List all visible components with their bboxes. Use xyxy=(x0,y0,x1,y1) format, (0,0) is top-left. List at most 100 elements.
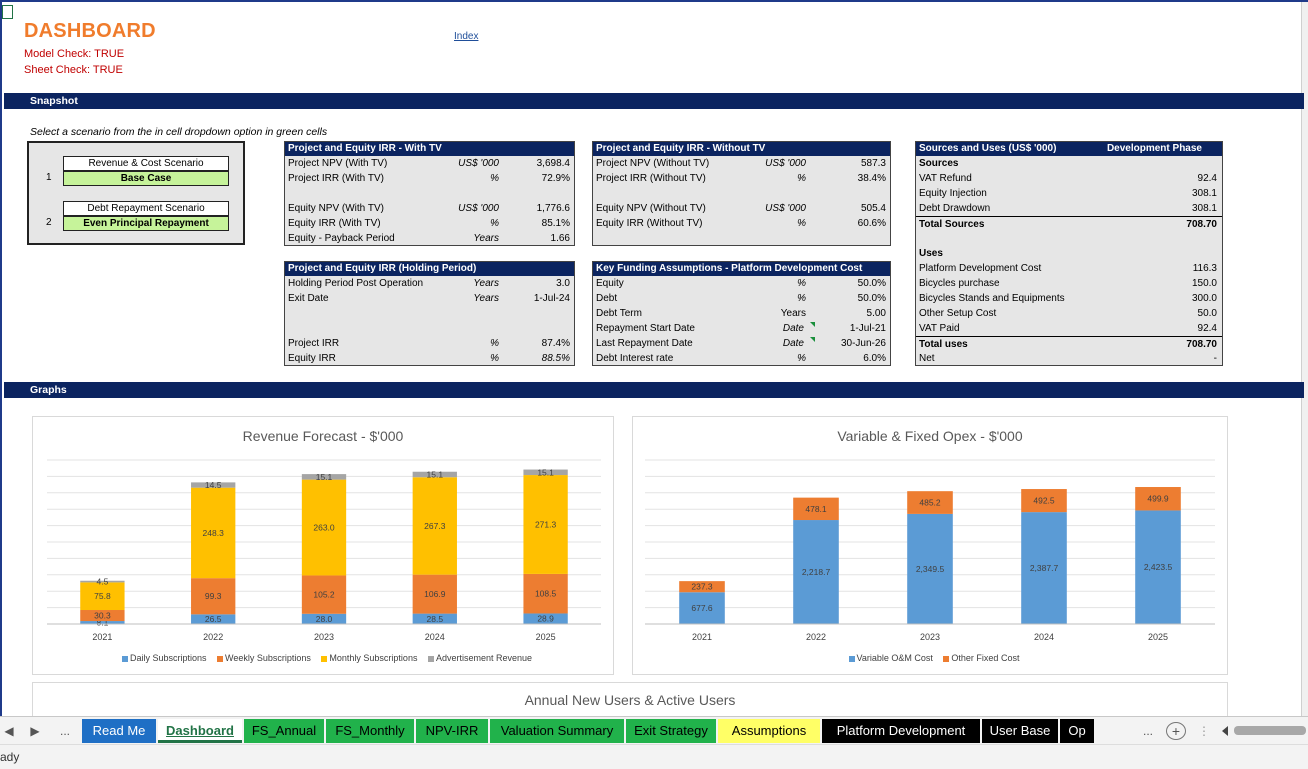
bar-segment[interactable] xyxy=(1135,510,1181,624)
row-value[interactable]: 50.0% xyxy=(857,278,886,289)
bar-segment[interactable] xyxy=(301,613,347,624)
bar-segment[interactable] xyxy=(191,487,236,579)
row-value[interactable]: 308.1 xyxy=(1191,188,1217,199)
bar-segment[interactable] xyxy=(1021,489,1067,513)
bar-segment[interactable] xyxy=(523,573,568,614)
row-label: Equity Injection xyxy=(919,188,987,199)
row-value[interactable]: 1-Jul-21 xyxy=(849,323,886,334)
users-chart[interactable]: Annual New Users & Active Users xyxy=(32,682,1228,716)
tab-valuation-summary[interactable]: Valuation Summary xyxy=(490,719,624,743)
row-label: Project IRR (With TV) xyxy=(288,173,384,184)
tab-dashboard[interactable]: Dashboard xyxy=(158,719,242,743)
row-value[interactable]: 150.0 xyxy=(1191,278,1217,289)
bar-segment[interactable] xyxy=(1021,512,1067,624)
debt-scenario-dropdown[interactable]: Even Principal Repayment xyxy=(63,216,229,231)
data-label: 105.2 xyxy=(313,590,335,600)
bar-segment[interactable] xyxy=(523,475,568,574)
row-value[interactable]: 587.3 xyxy=(860,158,886,169)
opex-chart[interactable]: Variable & Fixed Opex - $'000 677.6 237.3… xyxy=(632,416,1228,675)
bar-segment[interactable] xyxy=(679,581,725,593)
bar-segment[interactable] xyxy=(412,574,457,614)
bar-segment[interactable] xyxy=(907,491,953,514)
bar-segment[interactable] xyxy=(80,582,125,611)
cell-comment-indicator xyxy=(810,322,815,327)
row-value[interactable]: 92.4 xyxy=(1197,173,1217,184)
bar-segment[interactable] xyxy=(80,621,125,624)
row-value[interactable]: 6.0% xyxy=(863,353,886,364)
row-value[interactable]: 505.4 xyxy=(860,203,886,214)
bar-segment[interactable] xyxy=(679,592,725,624)
bar-segment[interactable] xyxy=(412,613,457,624)
revenue-scenario-dropdown[interactable]: Base Case xyxy=(63,171,229,186)
row-value[interactable]: - xyxy=(1213,353,1217,364)
tab-assumptions[interactable]: Assumptions xyxy=(718,719,820,743)
tab-fs-monthly[interactable]: FS_Monthly xyxy=(326,719,414,743)
row-value[interactable]: 300.0 xyxy=(1191,293,1217,304)
row-value[interactable]: 1.66 xyxy=(550,233,570,244)
bar-segment[interactable] xyxy=(793,520,839,624)
row-value[interactable]: 72.9% xyxy=(541,173,570,184)
bar-segment[interactable] xyxy=(301,474,347,480)
tab-more-right-button[interactable]: ... xyxy=(1142,724,1153,738)
vertical-scrollbar[interactable] xyxy=(1301,2,1308,716)
bar-segment[interactable] xyxy=(907,513,953,624)
bar-segment[interactable] xyxy=(301,479,347,576)
tab-platform-development[interactable]: Platform Development xyxy=(822,719,980,743)
x-tick-label: 2023 xyxy=(314,632,334,642)
bar-segment[interactable] xyxy=(80,610,125,622)
tab-splitter-icon[interactable]: ⋮ xyxy=(1198,724,1210,738)
tab-read-me[interactable]: Read Me xyxy=(82,719,156,743)
tab-fs-annual[interactable]: FS_Annual xyxy=(244,719,324,743)
bar-segment[interactable] xyxy=(301,575,347,614)
tab-scroll-next-icon[interactable]: ▶ xyxy=(30,724,40,738)
row-value[interactable]: 3,698.4 xyxy=(536,158,570,169)
row-value[interactable]: 60.6% xyxy=(857,218,886,229)
tab-exit-strategy[interactable]: Exit Strategy xyxy=(626,719,716,743)
row-value[interactable]: 116.3 xyxy=(1192,263,1217,274)
bar-segment[interactable] xyxy=(523,613,568,624)
tab-scroll-prev-icon[interactable]: ◀ xyxy=(4,724,14,738)
tab-more-left-button[interactable]: ... xyxy=(59,724,70,738)
row-value[interactable]: 87.4% xyxy=(541,338,570,349)
bar-segment[interactable] xyxy=(793,497,839,521)
bar-segment[interactable] xyxy=(191,578,236,615)
row-value[interactable]: 3.0 xyxy=(556,278,570,289)
row-value[interactable]: 50.0% xyxy=(857,293,886,304)
index-link[interactable]: Index xyxy=(454,31,479,42)
row-value[interactable]: 88.5% xyxy=(541,353,570,364)
row-label: Equity - Payback Period xyxy=(288,233,395,244)
row-value[interactable]: 708.70 xyxy=(1186,339,1217,350)
row-value[interactable]: 30-Jun-26 xyxy=(840,338,886,349)
worksheet[interactable]: DASHBOARD Model Check: TRUE Sheet Check:… xyxy=(0,0,1308,716)
row-label: Project NPV (Without TV) xyxy=(596,158,710,169)
data-label: 499.9 xyxy=(1147,494,1169,504)
row-value[interactable]: 38.4% xyxy=(857,173,886,184)
row-value[interactable]: 708.70 xyxy=(1186,219,1217,230)
bar-segment[interactable] xyxy=(412,477,457,575)
row-value[interactable]: 1-Jul-24 xyxy=(533,293,570,304)
tab-user-base[interactable]: User Base xyxy=(982,719,1058,743)
revenue-forecast-chart[interactable]: Revenue Forecast - $'000 8.1 30.3 75.8 4.5 2… xyxy=(32,416,614,675)
row-value[interactable]: 92.4 xyxy=(1197,323,1217,334)
table-row: Last Repayment Date Date 30-Jun-26 xyxy=(593,336,890,351)
bar-segment[interactable] xyxy=(80,580,125,583)
row-value[interactable]: 308.1 xyxy=(1191,203,1217,214)
hscroll-left-icon[interactable] xyxy=(1222,726,1228,736)
total-uses-row: Total uses 708.70 xyxy=(916,336,1222,352)
tab-op[interactable]: Op xyxy=(1060,719,1094,743)
bar-segment[interactable] xyxy=(523,469,568,476)
row-value[interactable]: 85.1% xyxy=(541,218,570,229)
bar-segment[interactable] xyxy=(412,471,457,478)
tab-npv-irr[interactable]: NPV-IRR xyxy=(416,719,488,743)
horizontal-scrollbar[interactable] xyxy=(1234,726,1306,735)
row-unit: % xyxy=(797,173,806,184)
bar-segment[interactable] xyxy=(191,482,236,488)
funding-assumptions-table: Key Funding Assumptions - Platform Devel… xyxy=(592,261,891,366)
data-label: 2,218.7 xyxy=(802,567,831,577)
row-value[interactable]: 5.00 xyxy=(866,308,886,319)
add-sheet-icon[interactable]: + xyxy=(1166,722,1186,740)
row-value[interactable]: 50.0 xyxy=(1197,308,1217,319)
row-value[interactable]: 1,776.6 xyxy=(536,203,570,214)
bar-segment[interactable] xyxy=(191,614,236,624)
bar-segment[interactable] xyxy=(1135,487,1181,511)
